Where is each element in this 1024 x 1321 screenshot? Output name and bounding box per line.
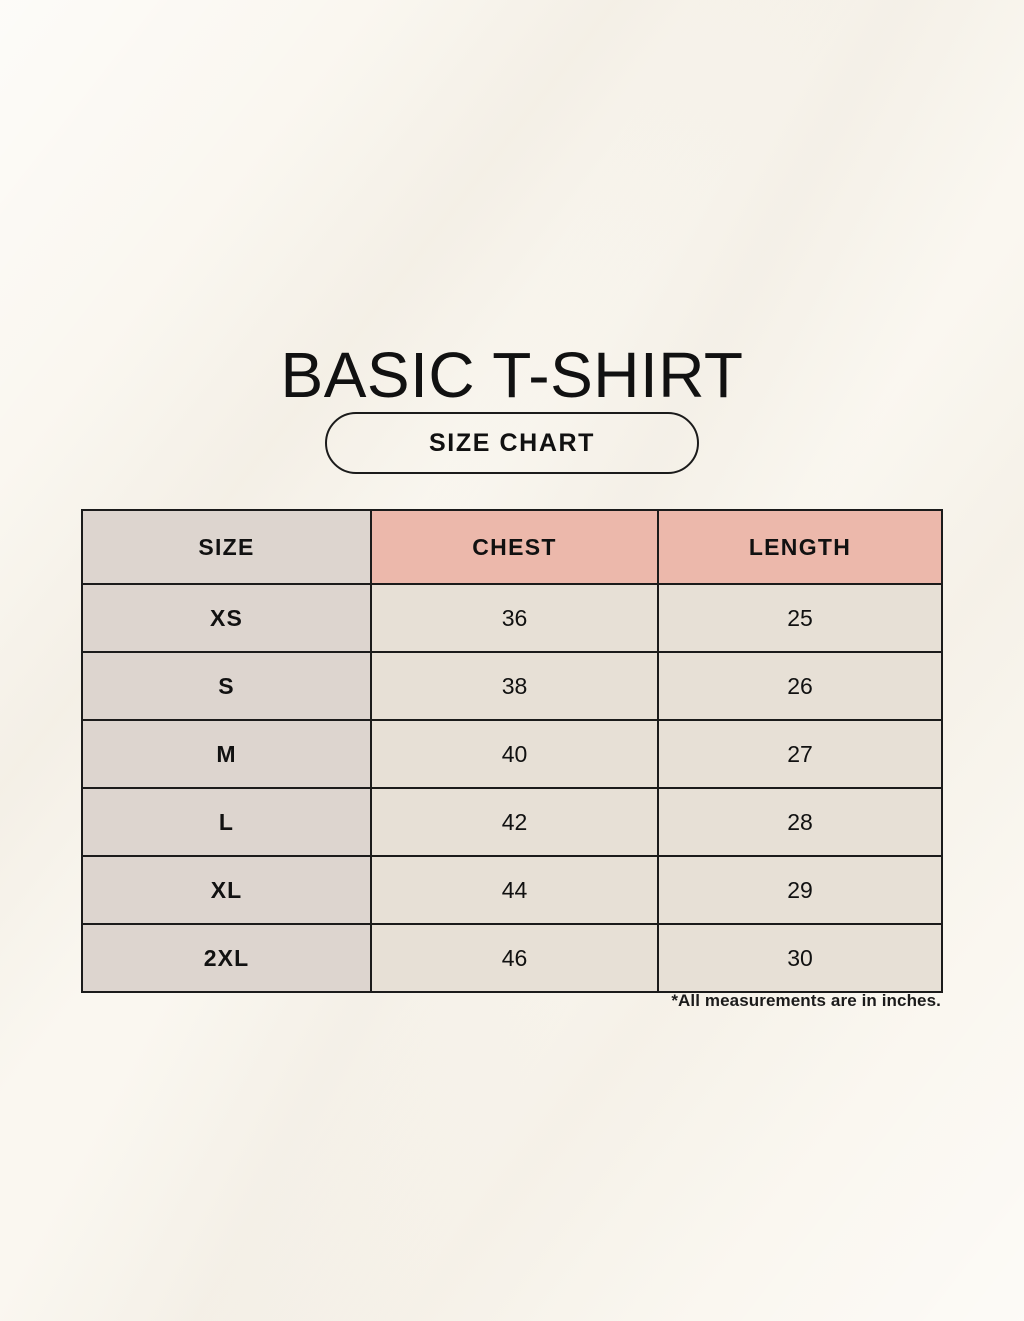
cell-length: 25 [657, 583, 943, 653]
size-chart-table-container: SIZE CHEST LENGTH XS 36 25 S 38 26 M [81, 509, 943, 993]
table-header-row: SIZE CHEST LENGTH [81, 509, 943, 585]
cell-size: M [81, 719, 372, 789]
cell-chest: 42 [370, 787, 659, 857]
cell-size: XL [81, 855, 372, 925]
cell-length: 30 [657, 923, 943, 993]
table-row: S 38 26 [81, 651, 943, 721]
cell-size: L [81, 787, 372, 857]
cell-size: 2XL [81, 923, 372, 993]
table-row: XL 44 29 [81, 855, 943, 925]
cell-length: 27 [657, 719, 943, 789]
cell-length: 26 [657, 651, 943, 721]
table-body: XS 36 25 S 38 26 M 40 27 L 42 28 [81, 583, 943, 993]
column-header-size: SIZE [81, 509, 372, 585]
measurement-units-note: *All measurements are in inches. [671, 991, 941, 1010]
size-chart-table: SIZE CHEST LENGTH XS 36 25 S 38 26 M [81, 509, 943, 993]
table-header: SIZE CHEST LENGTH [81, 509, 943, 585]
cell-chest: 46 [370, 923, 659, 993]
size-chart-badge: SIZE CHART [325, 412, 699, 474]
cell-chest: 44 [370, 855, 659, 925]
column-header-chest: CHEST [370, 509, 659, 585]
cell-chest: 36 [370, 583, 659, 653]
badge-container: SIZE CHART [0, 412, 1024, 474]
page-title: BASIC T-SHIRT [280, 338, 744, 411]
cell-size: XS [81, 583, 372, 653]
column-header-length: LENGTH [657, 509, 943, 585]
cell-length: 28 [657, 787, 943, 857]
table-row: XS 36 25 [81, 583, 943, 653]
cell-length: 29 [657, 855, 943, 925]
cell-chest: 38 [370, 651, 659, 721]
cell-chest: 40 [370, 719, 659, 789]
table-row: 2XL 46 30 [81, 923, 943, 993]
size-chart-badge-label: SIZE CHART [429, 428, 595, 457]
table-row: M 40 27 [81, 719, 943, 789]
cell-size: S [81, 651, 372, 721]
table-row: L 42 28 [81, 787, 943, 857]
